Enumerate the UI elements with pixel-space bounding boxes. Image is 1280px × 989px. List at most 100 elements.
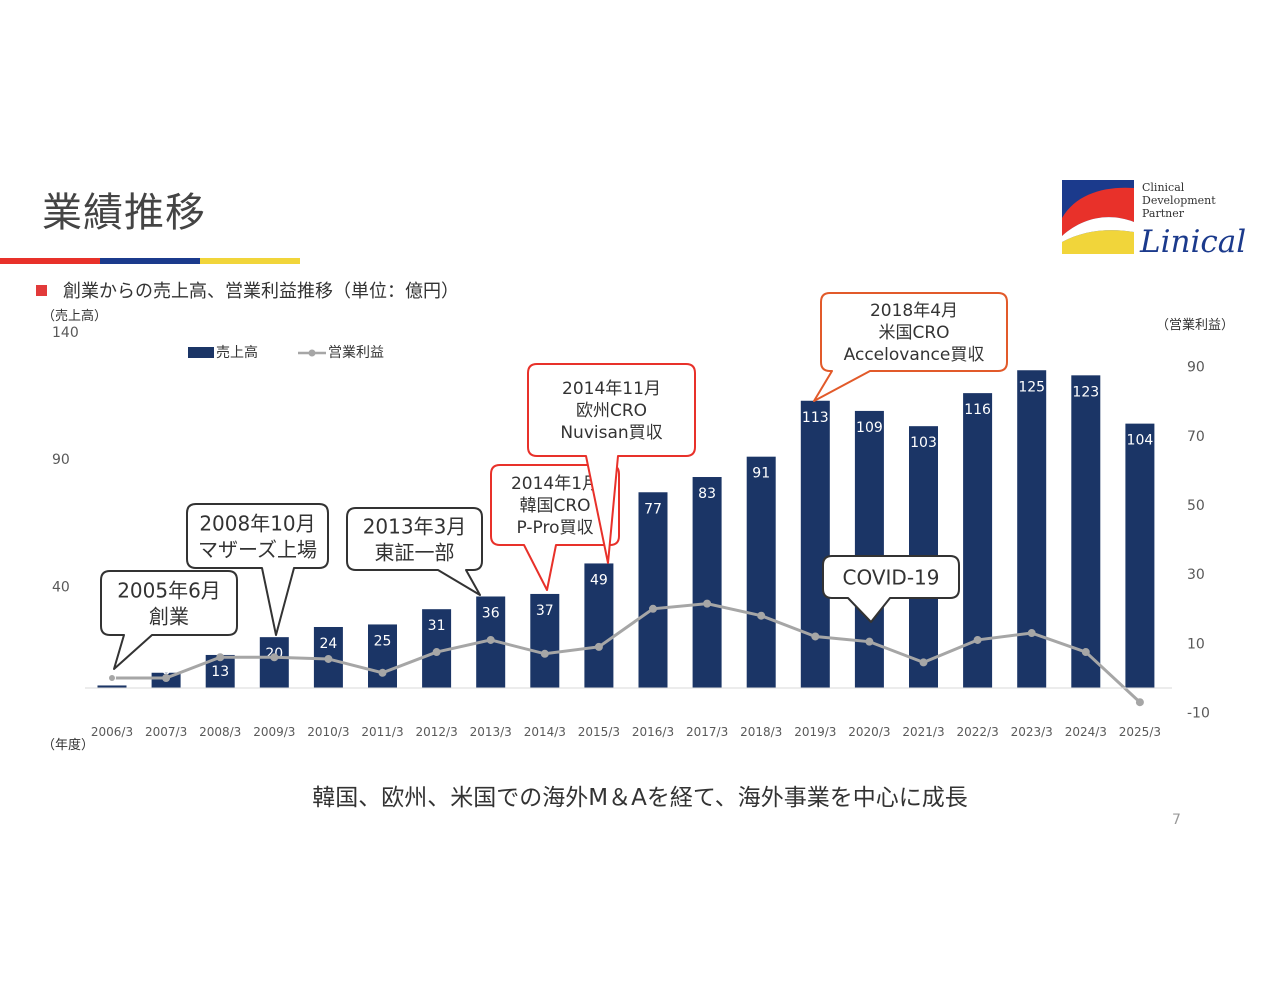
bar-2009/3 — [259, 637, 289, 688]
bar-2011/3 — [368, 624, 397, 688]
bar-label-2012/3: 31 — [428, 618, 446, 634]
bar-2017/3 — [692, 477, 722, 688]
callout-bubble-a2018 — [813, 292, 1008, 402]
callout-bubble-a2014a — [490, 464, 620, 591]
profit-point-2021/3 — [919, 658, 928, 667]
bar-2016/3 — [638, 492, 668, 688]
chart-legend: 売上高 営業利益 — [188, 344, 384, 361]
callout-text-a2014a: 2014年1月 — [511, 474, 599, 494]
profit-point-2020/3 — [865, 637, 874, 646]
bar-label-2022/3: 116 — [964, 402, 991, 418]
bar-label-2025/3: 104 — [1127, 433, 1154, 449]
callout-bubble-a2013 — [346, 507, 483, 596]
callout-bubble-a2008 — [186, 503, 329, 636]
bar-2024/3 — [1071, 375, 1101, 688]
x-tick-label: 2013/3 — [470, 725, 512, 739]
bar-label-2019/3: 113 — [802, 410, 829, 426]
right-axis-title: （営業利益） — [1156, 317, 1234, 333]
title-underline-blue — [100, 258, 200, 264]
bar-label-2008/3: 13 — [211, 664, 229, 680]
x-tick-label: 2025/3 — [1119, 725, 1161, 739]
logo-line-2: Development — [1142, 194, 1216, 207]
bar-label-2010/3: 24 — [319, 636, 337, 652]
callout-text-a2008: マザーズ上場 — [198, 537, 317, 561]
bar-label-2024/3: 123 — [1072, 384, 1099, 400]
legend-bar-swatch — [188, 347, 214, 358]
callout-text-a2014b: 2014年11月 — [562, 379, 661, 399]
x-tick-label: 2011/3 — [361, 725, 403, 739]
logo-emblem-red — [1062, 187, 1134, 236]
profit-point-2019/3 — [811, 632, 820, 641]
logo-emblem-white-swoosh — [1062, 217, 1134, 242]
x-tick-label: 2010/3 — [307, 725, 349, 739]
chart-subtitle-text: 創業からの売上高、営業利益推移（単位：億円） — [63, 281, 459, 302]
callout-text-a2013: 2013年3月 — [363, 514, 467, 538]
logo-line-1: Clinical — [1142, 181, 1185, 194]
bar-label-2013/3: 36 — [482, 605, 500, 621]
callout-bubble-a2014b — [527, 363, 696, 564]
bar-2023/3 — [1017, 370, 1047, 688]
bar-label-2020/3: 109 — [856, 420, 883, 436]
logo-brand: Linical — [1139, 224, 1246, 258]
x-tick-label: 2017/3 — [686, 725, 728, 739]
x-tick-label: 2020/3 — [848, 725, 890, 739]
left-tick-label: 140 — [52, 325, 79, 341]
page-number: 7 — [1172, 812, 1181, 828]
right-tick-label: -10 — [1187, 706, 1210, 722]
profit-point-2014/3 — [540, 649, 549, 658]
profit-point-2007/3 — [162, 674, 171, 682]
x-tick-label: 2008/3 — [199, 725, 241, 739]
callout-text-a2014b: 欧州CRO — [576, 401, 647, 421]
callout-bubble-acovid — [822, 555, 960, 623]
profit-point-2015/3 — [594, 642, 603, 651]
line-series — [108, 599, 1144, 707]
callout-text-a2018: 米国CRO — [878, 323, 949, 343]
profit-point-2022/3 — [973, 635, 982, 644]
red-square-bullet-icon — [36, 285, 47, 296]
page-title: 業績推移 — [42, 190, 206, 236]
bar-2006/3 — [97, 685, 127, 688]
profit-point-2025/3 — [1135, 698, 1144, 707]
x-tick-label: 2009/3 — [253, 725, 295, 739]
x-axis-title: （年度） — [42, 737, 94, 753]
chart-subtitle: 創業からの売上高、営業利益推移（単位：億円） — [36, 277, 459, 303]
callout-text-a2014a: P-Pro買収 — [517, 518, 594, 538]
logo-line-3: Partner — [1142, 207, 1185, 220]
bar-2025/3 — [1125, 423, 1155, 688]
callout-text-a2005: 2005年6月 — [117, 578, 221, 602]
bar-label-2011/3: 25 — [374, 633, 392, 649]
bar-label-2018/3: 91 — [752, 466, 770, 482]
footer-message: 韓国、欧州、米国での海外M＆Aを経て、海外事業を中心に成長 — [312, 785, 968, 811]
profit-point-2006/3 — [108, 674, 116, 682]
bar-2018/3 — [746, 456, 776, 688]
profit-point-2017/3 — [703, 599, 712, 608]
bar-label-2016/3: 77 — [644, 501, 662, 517]
x-tick-label: 2007/3 — [145, 725, 187, 739]
right-tick-label: 10 — [1187, 636, 1205, 652]
x-tick-label: 2019/3 — [794, 725, 836, 739]
right-tick-label: 50 — [1187, 498, 1205, 514]
profit-point-2024/3 — [1081, 648, 1090, 657]
profit-point-2012/3 — [432, 648, 441, 657]
right-tick-label: 70 — [1187, 429, 1205, 445]
legend-line-label: 営業利益 — [328, 345, 384, 361]
company-logo: Clinical Development Partner Linical — [1062, 178, 1262, 260]
title-underline-yellow — [200, 258, 300, 264]
profit-point-2010/3 — [324, 654, 333, 663]
callout-bubble-a2005 — [100, 570, 238, 670]
x-tick-label: 2014/3 — [524, 725, 566, 739]
bar-label-2023/3: 125 — [1018, 379, 1045, 395]
x-tick-label: 2015/3 — [578, 725, 620, 739]
x-tick-label: 2016/3 — [632, 725, 674, 739]
left-tick-label: 40 — [52, 579, 70, 595]
bar-label-2021/3: 103 — [910, 435, 937, 451]
profit-point-2016/3 — [649, 604, 657, 613]
x-tick-label: 2018/3 — [740, 725, 782, 739]
profit-point-2008/3 — [216, 653, 225, 662]
